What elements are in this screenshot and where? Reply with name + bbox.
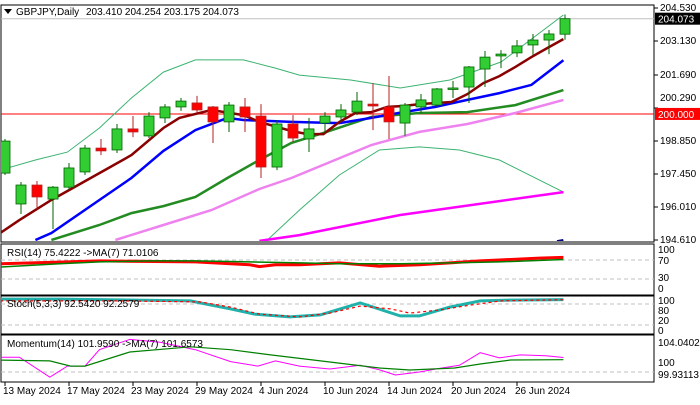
bullish-candle[interactable] <box>399 104 411 124</box>
bullish-candle[interactable] <box>335 109 347 118</box>
bullish-candle[interactable] <box>415 99 427 108</box>
bullish-candle[interactable] <box>511 45 523 54</box>
indicator-tick-label: 104.0402 <box>658 338 700 349</box>
bullish-candle[interactable] <box>303 128 315 140</box>
date-label: 4 Jun 2024 <box>259 386 309 397</box>
bullish-candle[interactable] <box>79 147 91 173</box>
date-label: 20 Jun 2024 <box>451 386 506 397</box>
ma-magenta-line <box>259 190 564 241</box>
bearish-candle[interactable] <box>367 103 379 107</box>
rsi-panel[interactable] <box>0 243 655 296</box>
indicator-tick-label: 99.93113 <box>658 370 699 381</box>
ohlc-readout: 203.410 204.254 203.175 204.073 <box>86 7 239 18</box>
price-tick-label: 196.010 <box>660 202 697 213</box>
bullish-candle[interactable] <box>431 88 443 106</box>
bullish-candle[interactable] <box>495 53 507 57</box>
current-price-badge <box>655 12 700 25</box>
indicator-tick-label: 0 <box>658 326 664 337</box>
price-tick-label: 198.850 <box>660 136 697 147</box>
bullish-candle[interactable] <box>447 87 459 90</box>
bearish-candle[interactable] <box>287 123 299 139</box>
current-price-label: 204.073 <box>658 15 695 26</box>
price-tick-label: 203.130 <box>660 36 697 47</box>
price-tick-label: 201.690 <box>660 70 697 81</box>
ma-darkred-line <box>1 38 565 234</box>
bullish-candle[interactable] <box>559 18 571 35</box>
ma-line <box>1 258 564 268</box>
bullish-candle[interactable] <box>271 123 283 168</box>
bullish-candle[interactable] <box>63 167 75 188</box>
bullish-candle[interactable] <box>319 115 331 124</box>
bearish-candle[interactable] <box>95 147 107 152</box>
bearish-candle[interactable] <box>191 102 203 111</box>
upper-band-line <box>1 14 564 171</box>
bearish-candle[interactable] <box>31 184 43 198</box>
bullish-candle[interactable] <box>111 128 123 151</box>
bearish-candle[interactable] <box>255 115 267 168</box>
bullish-candle[interactable] <box>527 39 539 46</box>
bullish-candle[interactable] <box>463 66 475 88</box>
ma-violet-line <box>115 98 564 241</box>
level-badge <box>655 107 700 120</box>
indicator-tick-label: 100 <box>658 358 675 369</box>
price-tick-label: 204.530 <box>660 3 697 14</box>
bullish-candle[interactable] <box>479 56 491 70</box>
date-label: 26 Jun 2024 <box>515 386 570 397</box>
date-label: 23 May 2024 <box>131 386 189 397</box>
date-label: 10 Jun 2024 <box>323 386 378 397</box>
indicator-tick-label: 100 <box>658 245 675 256</box>
indicator-tick-label: 0 <box>658 284 664 295</box>
indicator-tick-label: 80 <box>658 306 670 317</box>
ma-blue-line <box>34 59 565 241</box>
bullish-candle[interactable] <box>143 115 155 137</box>
date-label: 14 Jun 2024 <box>387 386 442 397</box>
bullish-candle[interactable] <box>175 100 187 108</box>
bullish-candle[interactable] <box>47 186 59 200</box>
collapse-triangle-icon[interactable] <box>4 9 12 14</box>
stoch-title: Stoch(5,3,3) 92.5420 92.2579 <box>7 299 140 310</box>
bullish-candle[interactable] <box>0 140 11 174</box>
lower-band-line <box>267 146 564 241</box>
symbol-label: GBPJPY,Daily <box>16 7 79 18</box>
date-label: 13 May 2024 <box>3 386 61 397</box>
date-label: 29 May 2024 <box>195 386 253 397</box>
bearish-candle[interactable] <box>383 106 395 123</box>
bullish-candle[interactable] <box>351 100 363 113</box>
bullish-candle[interactable] <box>159 106 171 119</box>
ma-navy-line <box>556 238 564 241</box>
price-tick-label: 200.290 <box>660 93 697 104</box>
momentum-title: Momentum(14) 101.9590 ->MA(7) 101.6573 <box>7 339 203 350</box>
level-label: 200.000 <box>658 110 695 121</box>
ma-line <box>1 346 564 371</box>
stoch-panel[interactable] <box>0 295 655 335</box>
bullish-candle[interactable] <box>543 33 555 41</box>
bearish-candle[interactable] <box>207 106 219 123</box>
indicator-tick-label: 70 <box>658 256 670 267</box>
rsi-title: RSI(14) 75.4222 ->MA(7) 71.0106 <box>7 248 159 259</box>
bearish-candle[interactable] <box>127 128 139 133</box>
bullish-candle[interactable] <box>223 104 235 123</box>
signal-line <box>1 299 564 318</box>
bullish-candle[interactable] <box>15 184 27 205</box>
bearish-candle[interactable] <box>239 106 251 118</box>
indicator-tick-label: 100 <box>658 296 675 307</box>
indicator-tick-label: 20 <box>658 316 670 327</box>
indicator-tick-label: 30 <box>658 273 670 284</box>
date-label: 17 May 2024 <box>67 386 125 397</box>
price-tick-label: 197.450 <box>660 169 697 180</box>
price-tick-label: 194.610 <box>660 235 697 246</box>
